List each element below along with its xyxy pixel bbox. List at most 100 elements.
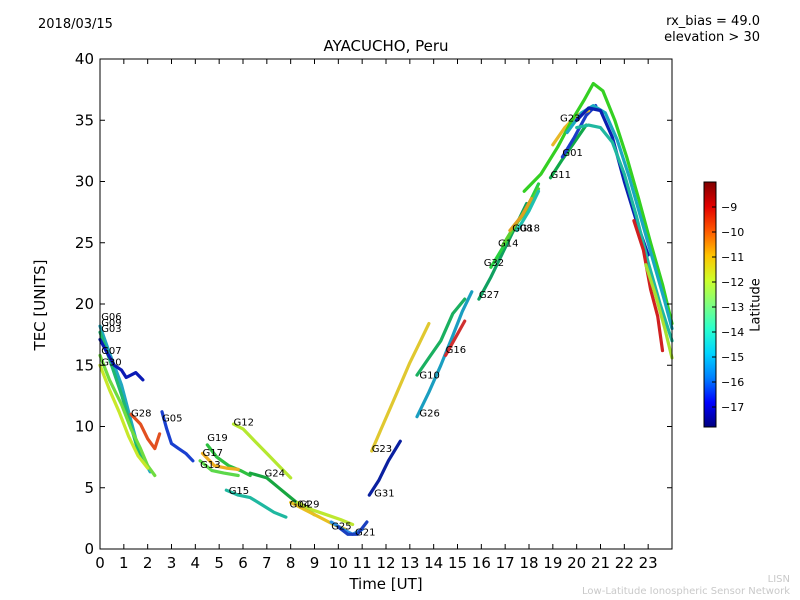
x-tick-label: 4 <box>191 554 201 572</box>
x-tick-label: 19 <box>543 554 562 572</box>
y-tick-label: 15 <box>75 356 94 374</box>
colorbar-tick-label: −14 <box>721 326 744 339</box>
colorbar <box>703 181 717 428</box>
x-tick-label: 14 <box>424 554 443 572</box>
series-line-g23 <box>370 322 431 453</box>
colorbar-tick-label: −9 <box>721 201 737 214</box>
x-tick-label: 9 <box>310 554 320 572</box>
x-tick-label: 3 <box>167 554 177 572</box>
satellite-label: G03 <box>101 324 121 335</box>
series-line-g13 <box>198 459 240 478</box>
satellite-label: G04 <box>290 499 310 510</box>
series-line-g29 <box>296 500 355 527</box>
y-tick-label: 0 <box>84 540 94 558</box>
colorbar-ticks: −17 −16 −15 −14 −13 −12 −11 −10 −9 <box>712 201 744 414</box>
y-tick-label: 25 <box>75 234 94 252</box>
series-line-g10 <box>415 297 467 377</box>
y-tick-label: 35 <box>75 111 94 129</box>
series-layer <box>98 81 674 536</box>
satellite-label: G17 <box>203 448 223 459</box>
series-line-g28 <box>129 412 162 451</box>
x-tick-label: 15 <box>448 554 467 572</box>
series-line-g18 <box>515 189 541 233</box>
satellite-label: G23 <box>560 114 580 125</box>
satellite-label: G26 <box>419 409 439 420</box>
satellite-label: G31 <box>374 488 394 499</box>
footer-line2: Low-Latitude Ionospheric Sensor Network <box>582 586 790 597</box>
x-tick-label: 13 <box>400 554 419 572</box>
satellite-label: G23 <box>372 444 392 455</box>
series-line-g21 <box>336 520 369 536</box>
satellite-label: G30 <box>101 357 121 368</box>
x-tick-label: 11 <box>353 554 372 572</box>
satellite-label: G15 <box>229 486 249 497</box>
satellite-label: G28 <box>131 409 151 420</box>
satellite-label: G16 <box>446 345 466 356</box>
series-line-g11 <box>548 123 588 180</box>
satellite-label: G05 <box>162 414 182 425</box>
satellite-label: G24 <box>265 469 285 480</box>
elevation-label: elevation > 30 <box>664 30 760 45</box>
series-line-tail-red <box>632 219 665 353</box>
satellite-label: G18 <box>520 224 540 235</box>
series-line-g15 <box>224 488 288 519</box>
x-tick-label: 10 <box>329 554 348 572</box>
satellite-label: G27 <box>479 290 499 301</box>
series-line-peak-green <box>522 81 674 326</box>
plot-frame <box>99 58 673 550</box>
satellite-label: G09 <box>101 318 121 329</box>
y-tick-label: 40 <box>75 50 94 68</box>
footer-credit: LISN Low-Latitude Ionospheric Sensor Net… <box>582 574 790 598</box>
x-tick-label: 5 <box>214 554 224 572</box>
x-tick-label: 21 <box>591 554 610 572</box>
series-line-g08 <box>508 197 533 233</box>
y-tick-label: 20 <box>75 295 94 313</box>
satellite-label: G12 <box>234 417 254 428</box>
chart-title: AYACUCHO, Peru <box>323 37 449 55</box>
x-tick-label: 0 <box>95 554 105 572</box>
x-tick-label: 23 <box>639 554 658 572</box>
satellite-label: G10 <box>419 371 439 382</box>
satellite-label: G32 <box>484 258 504 269</box>
x-tick-label: 7 <box>262 554 272 572</box>
x-tick-label: 16 <box>472 554 491 572</box>
rx-bias-label: rx_bias = 49.0 <box>666 14 760 29</box>
satellite-label: G07 <box>101 346 121 357</box>
footer-line1: LISN <box>767 574 790 585</box>
x-tick-label: 2 <box>143 554 153 572</box>
colorbar-tick-label: −13 <box>721 301 744 314</box>
series-line-peak-teal2 <box>575 123 674 343</box>
x-tick-label: 20 <box>567 554 586 572</box>
y-tick-label: 10 <box>75 418 94 436</box>
date-label: 2018/03/15 <box>38 17 113 32</box>
y-tick-label: 5 <box>84 479 94 497</box>
x-tick-label: 22 <box>615 554 634 572</box>
colorbar-tick-label: −15 <box>721 351 744 364</box>
x-tick-label: 18 <box>519 554 538 572</box>
colorbar-tick-label: −12 <box>721 276 744 289</box>
x-axis-label: Time [UT] <box>349 575 423 593</box>
series-line-g17 <box>200 451 240 471</box>
satellite-label: G11 <box>551 170 571 181</box>
satellite-label: G01 <box>562 148 582 159</box>
series-line-tail-lime <box>644 263 674 360</box>
series-line-g16 <box>444 319 467 357</box>
colorbar-tick-label: −11 <box>721 251 744 264</box>
satellite-label: G29 <box>299 499 319 510</box>
series-line-g30 <box>98 363 150 470</box>
x-tick-label: 6 <box>238 554 248 572</box>
x-tick-label: 8 <box>286 554 296 572</box>
axis-layer: 0 1 2 3 4 5 6 7 8 9 10 11 12 13 14 15 16 17 18 19 20 21 22 2305… <box>75 50 672 572</box>
satellite-label: G08 <box>512 224 532 235</box>
satellite-label: G21 <box>355 528 375 539</box>
colorbar-tick-label: −10 <box>721 226 744 239</box>
x-tick-label: 12 <box>376 554 395 572</box>
colorbar-tick-label: −17 <box>721 401 744 414</box>
series-line-g19 <box>205 443 252 478</box>
series-line-g05 <box>160 410 195 463</box>
series-line-g31 <box>367 439 402 497</box>
satellite-label: G14 <box>498 238 518 249</box>
